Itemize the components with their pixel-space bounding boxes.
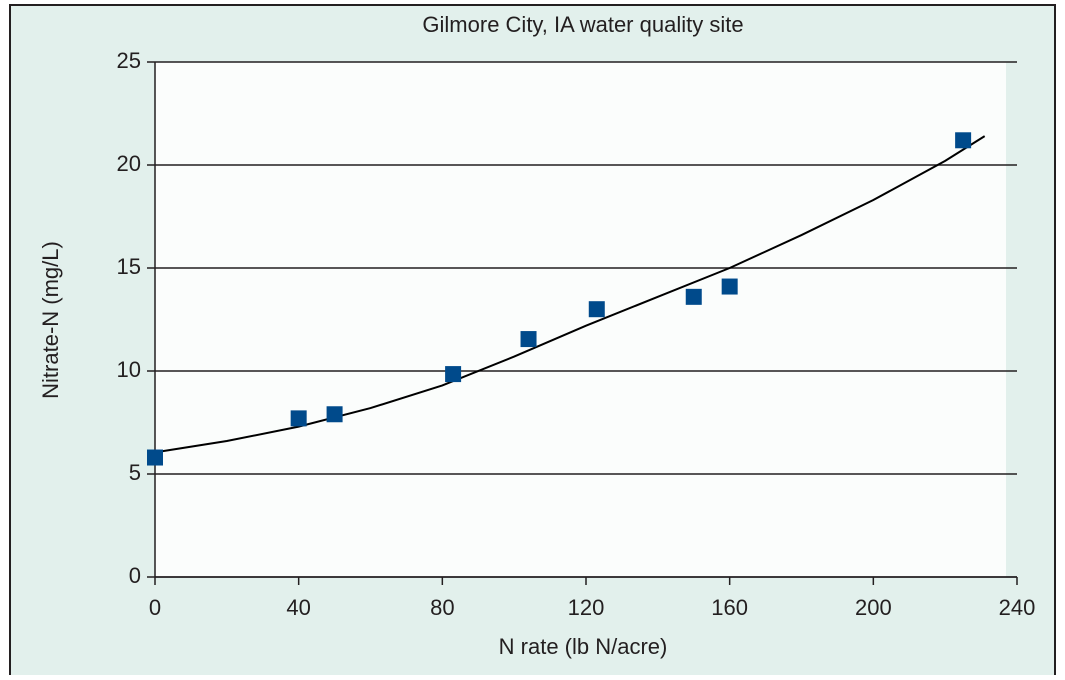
x-tick-label: 40 bbox=[286, 595, 310, 620]
chart-title: Gilmore City, IA water quality site bbox=[422, 12, 743, 37]
y-tick-label: 0 bbox=[129, 563, 141, 588]
point bbox=[685, 288, 702, 305]
x-tick-label: 160 bbox=[711, 595, 748, 620]
point bbox=[326, 406, 343, 423]
y-tick-label: 5 bbox=[129, 460, 141, 485]
plot-area bbox=[155, 62, 1006, 577]
x-axis-label: N rate (lb N/acre) bbox=[499, 634, 668, 659]
y-tick-label: 20 bbox=[117, 151, 141, 176]
x-tick-label: 0 bbox=[149, 595, 161, 620]
x-tick-label: 200 bbox=[855, 595, 892, 620]
point bbox=[721, 278, 738, 295]
y-tick-label: 25 bbox=[117, 48, 141, 73]
y-tick-label: 15 bbox=[117, 254, 141, 279]
y-axis-label: Nitrate-N (mg/L) bbox=[38, 241, 63, 399]
point bbox=[520, 331, 537, 348]
x-tick-label: 240 bbox=[999, 595, 1036, 620]
y-tick-label: 10 bbox=[117, 357, 141, 382]
trendline bbox=[154, 135, 986, 454]
point bbox=[445, 366, 462, 383]
point bbox=[290, 410, 307, 427]
point bbox=[588, 301, 605, 318]
x-tick-label: 80 bbox=[430, 595, 454, 620]
point bbox=[147, 449, 163, 466]
x-tick-label: 120 bbox=[568, 595, 605, 620]
point bbox=[955, 132, 972, 149]
